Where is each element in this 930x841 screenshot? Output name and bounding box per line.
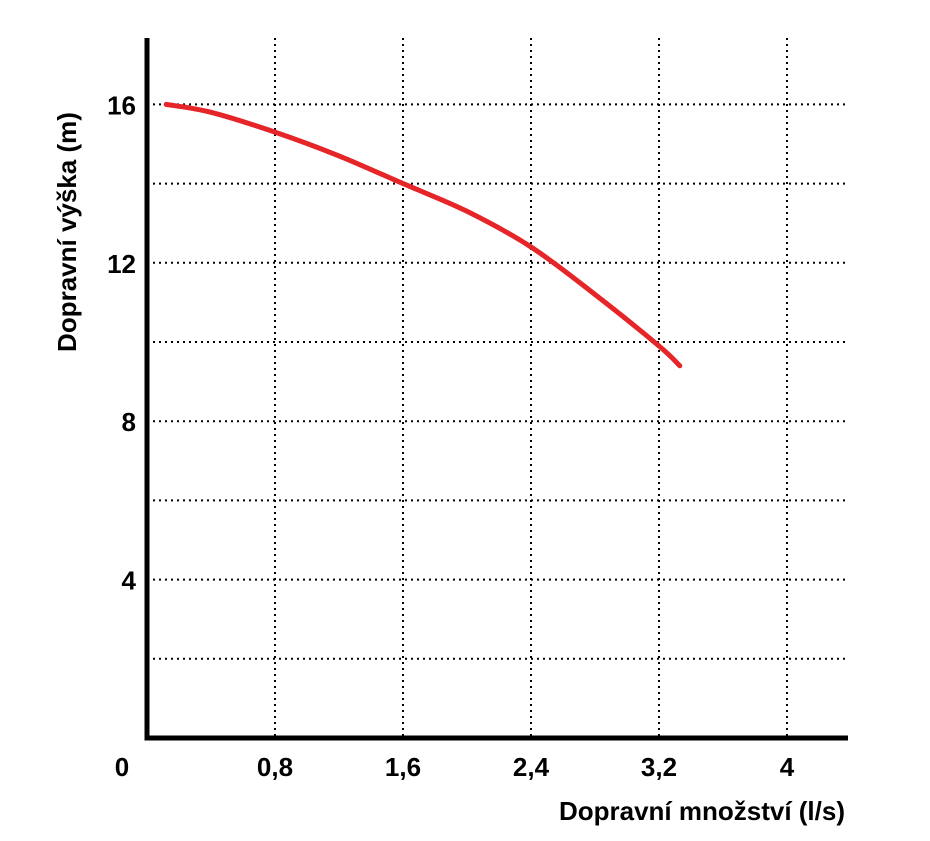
- x-tick-label: 4: [780, 752, 795, 782]
- y-tick-label: 16: [107, 90, 136, 120]
- x-tick-label: 3,2: [641, 752, 677, 782]
- y-axis-title: Dopravní výška (m): [52, 112, 82, 352]
- grid: [147, 38, 848, 738]
- series-layer: [163, 101, 683, 369]
- y-tick-label: 4: [122, 566, 137, 596]
- origin-label: 0: [115, 752, 129, 782]
- tick-labels: 0,8 1,6 2,4 3,2 4 4 8 12 16: [107, 90, 795, 782]
- x-tick-label: 2,4: [513, 752, 550, 782]
- y-tick-label: 8: [122, 407, 136, 437]
- series-line: [163, 101, 683, 369]
- x-tick-label: 0,8: [257, 752, 293, 782]
- axes: [144, 38, 848, 741]
- x-tick-label: 1,6: [385, 752, 421, 782]
- x-axis-title: Dopravní množství (l/s): [559, 796, 845, 826]
- y-tick-label: 12: [107, 249, 136, 279]
